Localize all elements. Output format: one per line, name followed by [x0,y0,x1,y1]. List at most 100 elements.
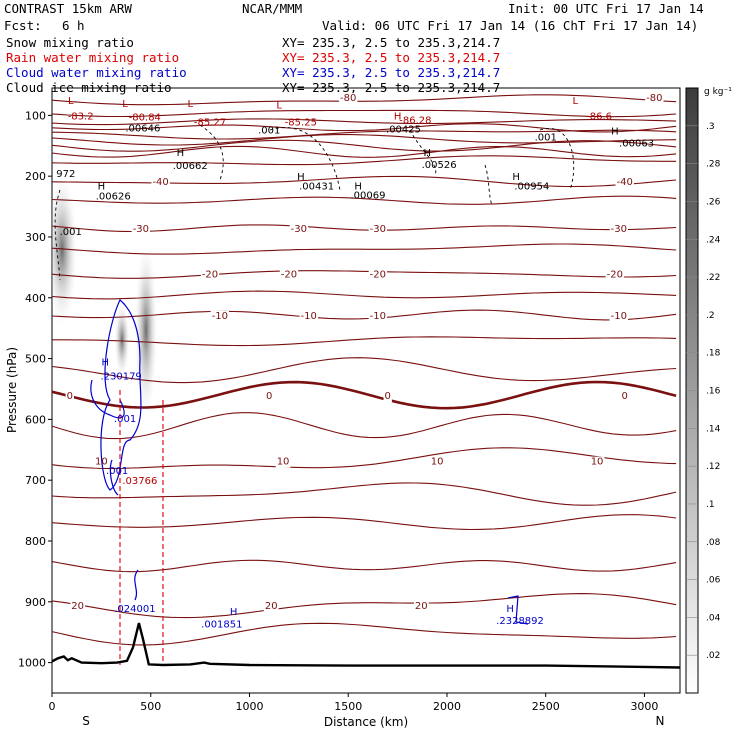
x-tick-label: 1500 [334,700,362,713]
contour-annotation: H [297,172,305,183]
colorbar-tick-label: .04 [706,613,721,623]
legend-item-xy: XY= 235.3, 2.5 to 235.3,214.7 [282,50,500,65]
contour-annotation: H [506,604,514,615]
plot-frame [51,87,681,694]
contour-annotation: .001 [60,227,82,238]
contour-labels: L-83.2L-80.84L-85.27L-85.25H-86.28L-86.6… [56,96,654,631]
temperature-contour-line [52,155,677,166]
contour-value-label: 0 [385,391,391,402]
contour-annotation: .001851 [201,620,242,631]
temperature-contour-line [52,357,677,384]
org-label: NCAR/MMM [242,1,302,16]
temperature-contour-line [52,109,677,118]
contour-value-label: -30 [370,224,386,235]
colorbar-tick-label: .24 [706,235,721,245]
colorbar-tick-label: .22 [706,273,720,283]
temperature-contour-line [52,145,677,158]
contour-value-label: -20 [202,269,218,280]
contour-annotation: -83.2 [68,111,94,122]
contour-annotation: .00431 [299,181,334,192]
y-axis-label: Pressure (hPa) [5,347,19,433]
temperature-contour-line [52,309,677,321]
fcst-value: 6 h [62,18,85,33]
contour-value-label: -30 [291,224,307,235]
contour-annotation: L [122,99,128,110]
temperature-contour-line [52,622,677,646]
y-tick-label: 300 [25,231,46,244]
contour-annotation: .001 [258,125,280,136]
colorbar-tick-label: .3 [706,122,715,132]
contour-annotation: .00069 [350,190,385,201]
contour-annotation: L [68,96,74,107]
mixing-ratio-shade [114,300,130,380]
fcst-label: Fcst: [4,18,42,33]
contour-annotation: .00526 [422,160,457,171]
contour-value-label: -10 [370,311,386,322]
contour-value-label: -80 [340,93,356,104]
legend-item-name: Cloud water mixing ratio [6,65,187,80]
contour-annotation: .230179 [100,372,141,383]
temperature-contours: -80 -80 -40 -40 -30 -30 -30 -30 -20 -20 -20 -20 -10 -… [52,93,677,646]
contour-value-label: -40 [152,177,168,188]
temperature-contour-line [52,482,677,506]
contour-value-label: -20 [281,269,297,280]
colorbar-tick-label: .12 [706,462,720,472]
contour-value-label: -10 [611,311,627,322]
contour-value-label: 20 [71,601,84,612]
contour-value-label: -40 [617,177,633,188]
mixing-ratio-shade [52,170,78,330]
temperature-contour-line [52,336,677,347]
colorbar-tick-label: .1 [706,500,715,510]
y-tick-label: 800 [25,535,46,548]
contour-annotation: -85.27 [194,117,226,128]
terrain-surface [52,622,680,669]
x-tick-label: 3000 [630,700,658,713]
colorbar-tick-label: .18 [706,349,721,359]
contour-annotation: H [102,358,110,369]
temperature-contour-line [52,175,677,188]
temperature-contour-line [52,593,677,619]
temperature-contour-line [52,134,677,146]
temperature-contour-line [52,412,677,440]
contour-annotation: .001 [535,133,557,144]
contour-annotation: H [98,181,106,192]
mixing-ratio-shading [52,170,158,420]
contour-annotation: 972 [56,169,75,180]
temperature-contour-line [52,243,677,255]
temperature-contour-line [52,195,677,205]
colorbar-tick-label: .28 [706,160,721,170]
y-tick-label: 1000 [18,657,46,670]
contour-value-label: -10 [301,311,317,322]
temperature-contour-line [52,139,677,152]
contour-annotation: -85.25 [285,117,317,128]
contour-value-label: -20 [370,269,386,280]
x-tick-label: 0 [49,700,56,713]
legend-item-name: Rain water mixing ratio [6,50,179,65]
temperature-contour-line [52,290,677,300]
colorbar-tick-label: .02 [706,651,720,661]
x-tick-label: 2500 [532,700,560,713]
contour-annotation: -86.6 [586,111,612,122]
contour-annotation: L [573,96,579,107]
cloud-water-contour [507,595,529,625]
colorbar-tick-label: .08 [706,538,721,548]
contour-annotation: L [187,99,193,110]
colorbar-tick-label: .06 [706,576,721,586]
y-tick-label: 500 [25,353,46,366]
contour-annotation: H [230,607,238,618]
contour-annotation: H [611,127,619,138]
rain-water-contour [119,390,164,665]
colorbar-tick-label: .14 [706,424,721,434]
legend-item-xy: XY= 235.3, 2.5 to 235.3,214.7 [282,35,500,50]
contour-annotation: .001 [106,466,128,477]
contour-value-label: 0 [67,391,73,402]
contour-annotation: .00662 [173,161,208,172]
colorbar-tick-label: .16 [706,387,721,397]
temperature-contour-line [52,447,677,469]
contour-value-label: 20 [265,601,278,612]
contour-value-label: 10 [591,457,604,468]
contour-annotation: .03766 [122,476,157,487]
y-tick-label: 100 [25,109,46,122]
x-tick-label: 2000 [433,700,461,713]
